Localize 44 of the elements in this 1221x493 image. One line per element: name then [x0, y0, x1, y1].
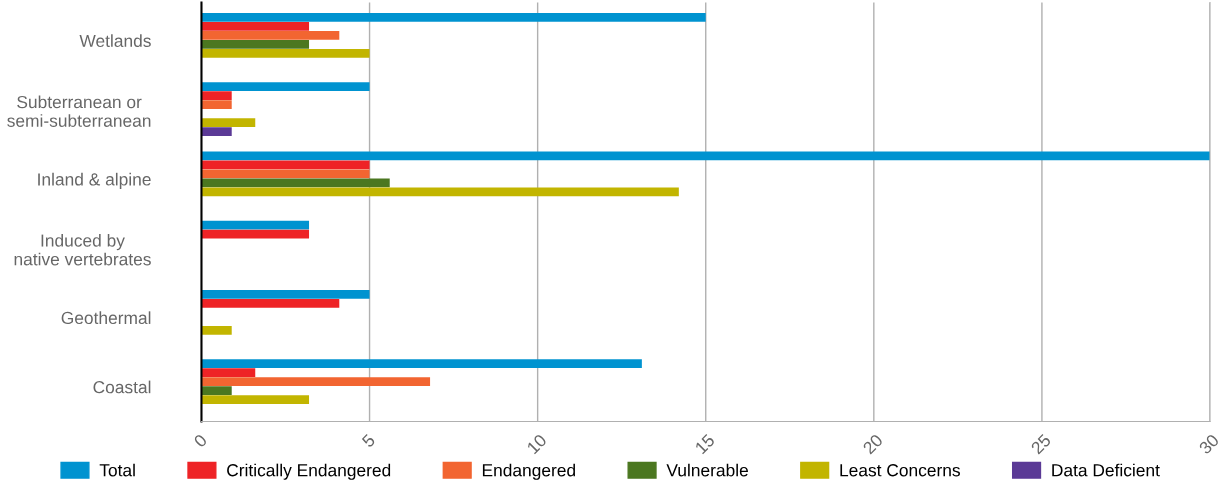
- bar: [201, 178, 390, 188]
- y-tick-label: Inland & alpine: [38, 172, 151, 189]
- legend-label: Least Concerns: [840, 464, 960, 477]
- bar: [201, 30, 340, 40]
- bar: [201, 386, 232, 396]
- bar: [201, 160, 370, 170]
- x-tick-label: 25: [1030, 433, 1052, 455]
- y-tick-label: Wetlands: [79, 34, 151, 48]
- bar: [201, 48, 370, 58]
- bar: [201, 359, 642, 369]
- y-tick-label: Subterranean or semi-subterranean: [7, 95, 151, 127]
- legend-label: Vulnerable: [666, 463, 748, 477]
- bar: [201, 229, 310, 239]
- bar: [201, 127, 232, 137]
- y-tick-label: Geothermal: [61, 311, 151, 325]
- x-tick-label: 15: [694, 433, 716, 455]
- bar: [201, 169, 370, 179]
- legend-label: Data Deficient: [1052, 463, 1160, 477]
- bar: [201, 100, 232, 110]
- x-tick-label: 5: [361, 433, 376, 448]
- y-tick-label: Induced by native vertebrates: [14, 233, 151, 266]
- x-tick-label: 0: [193, 433, 208, 448]
- x-tick-label: 20: [862, 433, 884, 455]
- bar: [201, 368, 256, 378]
- legend-label: Critically Endangered: [227, 463, 391, 480]
- bar: [201, 82, 370, 92]
- bar: [201, 220, 310, 230]
- legend-label: Endangered: [482, 463, 575, 480]
- bar: [201, 326, 232, 335]
- x-tick-label: 10: [526, 433, 548, 455]
- bar: [201, 187, 679, 197]
- x-tick-label: 30: [1198, 433, 1220, 455]
- y-tick-label: Coastal: [93, 380, 151, 394]
- bar: [201, 290, 370, 299]
- bar: [201, 12, 706, 22]
- bar: [201, 91, 232, 101]
- bar: [201, 118, 256, 128]
- bar: [201, 39, 310, 49]
- legend-label: Total: [99, 463, 135, 477]
- bar: [201, 299, 340, 308]
- bar: [201, 377, 431, 387]
- bar: [201, 21, 310, 31]
- bar: [201, 151, 1211, 161]
- bar: [201, 395, 310, 405]
